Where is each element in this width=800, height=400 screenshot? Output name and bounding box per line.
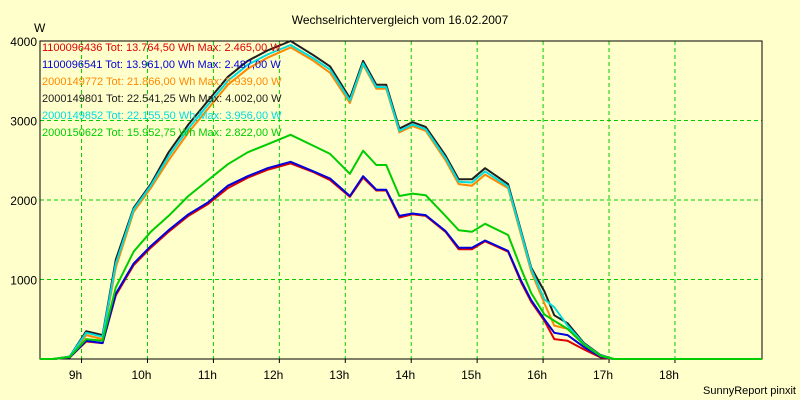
axes: 1000 2000 3000 4000 9h 10h 11h 12h 13h 14h 15h 16h 1… <box>10 35 763 382</box>
y-tick-label: 1000 <box>10 274 37 288</box>
y-tick-label: 4000 <box>10 35 37 49</box>
series-lines <box>40 40 762 360</box>
x-tick-label: 12h <box>263 368 283 382</box>
x-tick-label: 14h <box>395 368 415 382</box>
legend-entry-2: 1100096541 Tot: 13.961,00 Wh Max: 2.487,… <box>42 59 281 71</box>
x-tick-label: 11h <box>198 368 217 382</box>
footer-credit: SunnyReport pinxit <box>703 385 796 397</box>
x-tick-label: 15h <box>461 368 481 382</box>
series-line-6 <box>40 133 762 360</box>
legend-entry-4: 2000149801 Tot: 22.541,25 Wh Max: 4.002,… <box>42 93 282 105</box>
x-tick-label: 13h <box>329 368 349 382</box>
y-tick-label: 2000 <box>10 194 37 208</box>
x-tick-label: 18h <box>659 368 679 382</box>
y-axis-unit-label: W <box>34 21 46 35</box>
x-tick-label: 16h <box>527 368 547 382</box>
plot-frame <box>39 40 763 360</box>
y-tick-label: 3000 <box>10 115 37 129</box>
x-tick-label: 17h <box>593 368 613 382</box>
x-tick-label: 9h <box>69 368 82 382</box>
legend-entry-3: 2000149772 Tot: 21.866,00 Wh Max: 3.939,… <box>42 76 282 88</box>
legend-entry-6: 2000150622 Tot: 15.952,75 Wh Max: 2.822,… <box>42 127 282 139</box>
x-tick-label: 10h <box>131 368 151 382</box>
legend-entry-1: 1100096436 Tot: 13.764,50 Wh Max: 2.465,… <box>42 42 281 54</box>
legend: 1100096436 Tot: 13.764,50 Wh Max: 2.465,… <box>42 42 282 139</box>
chart-title: Wechselrichtervergleich vom 16.02.2007 <box>292 13 509 27</box>
legend-entry-5: 2000149852 Tot: 22.155,50 Wh Max: 3.956,… <box>42 110 282 122</box>
